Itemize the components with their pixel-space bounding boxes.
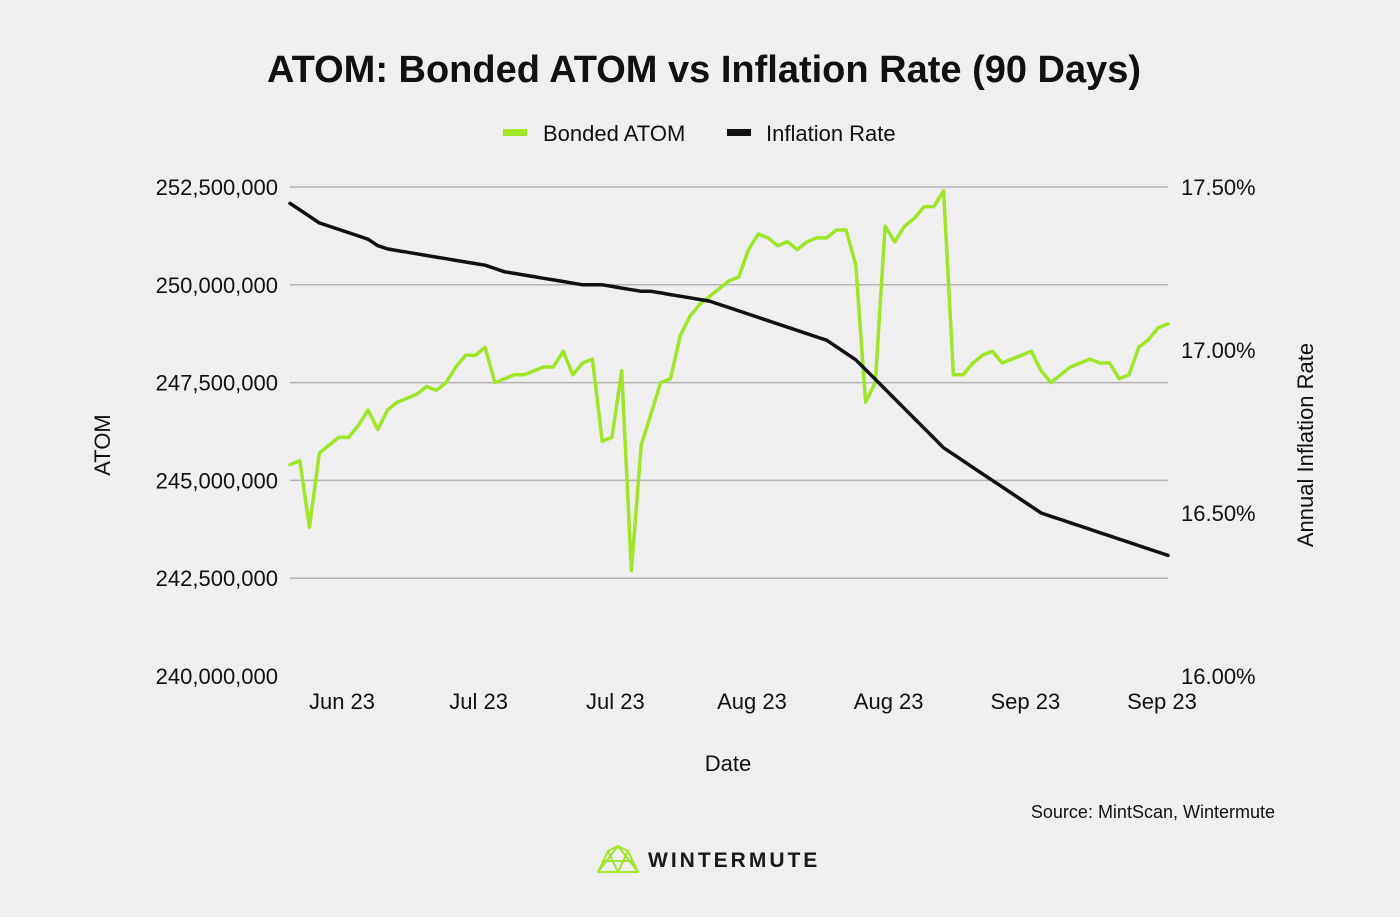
series-line-bonded-atom <box>288 189 1170 573</box>
legend-swatch-inflation-rate <box>727 129 751 136</box>
left-axis-ticks: 240,000,000 242,500,000 245,000,000 247,500… <box>156 175 278 689</box>
brand-footer: WINTERMUTE <box>597 845 820 873</box>
x-tick-label: Jun 23 <box>309 689 375 714</box>
brand-name: WINTERMUTE <box>648 849 820 872</box>
x-tick-label: Jul 23 <box>449 689 508 714</box>
legend-swatch-bonded-atom <box>503 129 527 136</box>
series-line-inflation-rate <box>288 201 1170 558</box>
y-right-tick-label: 17.00% <box>1181 338 1256 363</box>
y-axis-left-label: ATOM <box>90 414 115 476</box>
x-tick-label: Sep 23 <box>1127 689 1197 714</box>
y-right-tick-label: 16.00% <box>1181 664 1256 689</box>
y-left-tick-label: 250,000,000 <box>156 273 278 298</box>
x-tick-label: Aug 23 <box>717 689 787 714</box>
x-tick-label: Jul 23 <box>586 689 645 714</box>
legend: Bonded ATOM Inflation Rate <box>503 121 896 146</box>
right-axis-ticks: 16.00% 16.50% 17.00% 17.50% <box>1181 175 1256 689</box>
source-note: Source: MintScan, Wintermute <box>1031 802 1275 822</box>
x-axis-ticks: Jun 23 Jul 23 Jul 23 Aug 23 Aug 23 Sep 23 Sep … <box>309 689 1197 714</box>
y-left-tick-label: 245,000,000 <box>156 468 278 493</box>
y-right-tick-label: 17.50% <box>1181 175 1256 200</box>
gridlines <box>290 186 1168 579</box>
y-left-tick-label: 247,500,000 <box>156 371 278 396</box>
x-tick-label: Sep 23 <box>990 689 1060 714</box>
y-axis-right-label: Annual Inflation Rate <box>1293 343 1318 547</box>
series-layer <box>288 189 1170 573</box>
y-left-tick-label: 242,500,000 <box>156 566 278 591</box>
legend-label-inflation-rate: Inflation Rate <box>766 121 896 146</box>
legend-label-bonded-atom: Bonded ATOM <box>543 121 685 146</box>
y-left-tick-label: 240,000,000 <box>156 664 278 689</box>
y-right-tick-label: 16.50% <box>1181 501 1256 526</box>
wintermute-logo-icon <box>597 845 639 873</box>
chart-title: ATOM: Bonded ATOM vs Inflation Rate (90 … <box>267 49 1141 91</box>
y-left-tick-label: 252,500,000 <box>156 175 278 200</box>
x-tick-label: Aug 23 <box>854 689 924 714</box>
x-axis-label: Date <box>705 751 751 776</box>
